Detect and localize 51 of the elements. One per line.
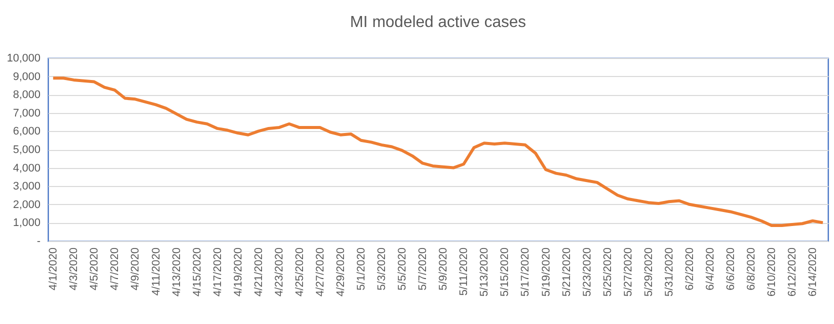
x-tick-label: 5/25/2020	[602, 248, 614, 296]
x-tick-label: 6/6/2020	[725, 248, 737, 290]
x-tick-label: 5/19/2020	[540, 248, 552, 296]
x-tick-label: 6/2/2020	[684, 248, 696, 290]
x-tick-label: 5/9/2020	[438, 248, 450, 290]
x-tick-label: 5/17/2020	[520, 248, 532, 296]
y-tick-label: 10,000	[6, 52, 40, 64]
y-tick-label: 3,000	[12, 180, 40, 193]
x-tick-label: 6/8/2020	[746, 248, 758, 290]
x-tick-label: 4/25/2020	[294, 248, 306, 296]
x-tick-label: 5/31/2020	[663, 248, 676, 296]
x-tick-label: 5/3/2020	[376, 248, 388, 290]
x-tick-label: 4/9/2020	[130, 248, 142, 290]
x-tick-label: 5/7/2020	[417, 248, 430, 290]
y-tick-label: 2,000	[12, 198, 40, 211]
x-tick-label: 6/12/2020	[786, 248, 799, 296]
x-tick-label: 4/11/2020	[150, 248, 162, 296]
x-tick-label: 4/21/2020	[252, 248, 265, 296]
line-series	[52, 76, 824, 227]
x-tick-label: 4/19/2020	[232, 248, 244, 296]
y-tick-label: 8,000	[12, 89, 40, 102]
x-tick-label: 4/7/2020	[109, 248, 122, 290]
x-tick-label: 5/29/2020	[642, 248, 655, 296]
x-tick-label: 6/10/2020	[766, 248, 778, 296]
x-tick-label: 4/1/2020	[48, 248, 60, 290]
y-tick-label: 7,000	[12, 107, 40, 120]
x-tick-label: 6/4/2020	[704, 248, 716, 290]
x-tick-label: 4/27/2020	[314, 248, 326, 296]
x-tick-label: 5/21/2020	[560, 248, 573, 296]
x-tick-label: 5/13/2020	[478, 248, 491, 296]
y-tick-label: 6,000	[12, 126, 40, 138]
x-tick-label: 5/27/2020	[622, 248, 634, 296]
x-tick-label: 5/1/2020	[356, 248, 368, 290]
chart-title: MI modeled active cases	[350, 14, 526, 31]
x-tick-label: 4/3/2020	[68, 248, 80, 290]
y-tick-label: 9,000	[12, 70, 40, 83]
x-tick-label: 6/14/2020	[807, 248, 820, 296]
x-tick-label: 4/13/2020	[170, 248, 183, 296]
y-tick-label: 5,000	[12, 144, 40, 156]
y-tick-label: 1,000	[12, 217, 40, 230]
x-tick-label: 4/15/2020	[191, 248, 204, 296]
x-tick-label: 5/5/2020	[396, 248, 409, 290]
y-tick-label: -	[36, 236, 41, 248]
x-tick-label: 4/17/2020	[212, 248, 224, 296]
x-tick-label: 5/23/2020	[581, 248, 594, 296]
x-tick-label: 5/15/2020	[499, 248, 512, 296]
x-tick-label: 4/29/2020	[335, 248, 347, 296]
x-tick-label: 4/23/2020	[273, 248, 286, 296]
x-tick-label: 5/11/2020	[458, 248, 470, 296]
x-tick-label: 4/5/2020	[88, 248, 101, 290]
y-tick-label: 4,000	[12, 162, 40, 174]
